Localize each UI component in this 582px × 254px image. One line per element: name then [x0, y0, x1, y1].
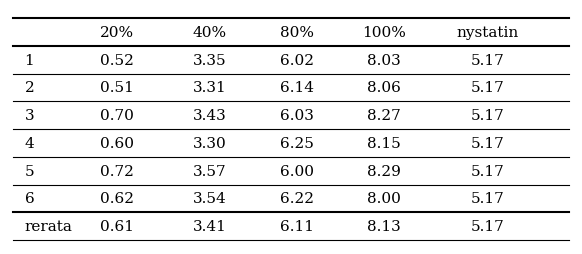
Text: 8.29: 8.29: [367, 164, 400, 178]
Text: 100%: 100%: [362, 26, 406, 40]
Text: 5.17: 5.17: [471, 109, 505, 123]
Text: 20%: 20%: [100, 26, 134, 40]
Text: 6.02: 6.02: [280, 53, 314, 67]
Text: 5.17: 5.17: [471, 53, 505, 67]
Text: 3.35: 3.35: [193, 53, 227, 67]
Text: 5.17: 5.17: [471, 136, 505, 150]
Text: 6.03: 6.03: [280, 109, 314, 123]
Text: 8.15: 8.15: [367, 136, 400, 150]
Text: 3.54: 3.54: [193, 192, 227, 205]
Text: 0.72: 0.72: [100, 164, 134, 178]
Text: 6.00: 6.00: [280, 164, 314, 178]
Text: 3.41: 3.41: [193, 219, 227, 233]
Text: 8.00: 8.00: [367, 192, 400, 205]
Text: 6.25: 6.25: [280, 136, 314, 150]
Text: 2: 2: [24, 81, 34, 95]
Text: 0.60: 0.60: [100, 136, 134, 150]
Text: 3.57: 3.57: [193, 164, 227, 178]
Text: 6.14: 6.14: [280, 81, 314, 95]
Text: 6: 6: [24, 192, 34, 205]
Text: 3.30: 3.30: [193, 136, 227, 150]
Text: 5: 5: [24, 164, 34, 178]
Text: 1: 1: [24, 53, 34, 67]
Text: 5.17: 5.17: [471, 192, 505, 205]
Text: 0.51: 0.51: [100, 81, 134, 95]
Text: 8.06: 8.06: [367, 81, 400, 95]
Text: 0.62: 0.62: [100, 192, 134, 205]
Text: 5.17: 5.17: [471, 164, 505, 178]
Text: 80%: 80%: [280, 26, 314, 40]
Text: 3.31: 3.31: [193, 81, 227, 95]
Text: 3.43: 3.43: [193, 109, 227, 123]
Text: 4: 4: [24, 136, 34, 150]
Text: 3: 3: [24, 109, 34, 123]
Text: 5.17: 5.17: [471, 81, 505, 95]
Text: 0.61: 0.61: [100, 219, 134, 233]
Text: 8.03: 8.03: [367, 53, 400, 67]
Text: 6.11: 6.11: [280, 219, 314, 233]
Text: rerata: rerata: [24, 219, 72, 233]
Text: 5.17: 5.17: [471, 219, 505, 233]
Text: nystatin: nystatin: [457, 26, 519, 40]
Text: 8.13: 8.13: [367, 219, 400, 233]
Text: 8.27: 8.27: [367, 109, 400, 123]
Text: 6.22: 6.22: [280, 192, 314, 205]
Text: 0.52: 0.52: [100, 53, 134, 67]
Text: 0.70: 0.70: [100, 109, 134, 123]
Text: 40%: 40%: [193, 26, 227, 40]
